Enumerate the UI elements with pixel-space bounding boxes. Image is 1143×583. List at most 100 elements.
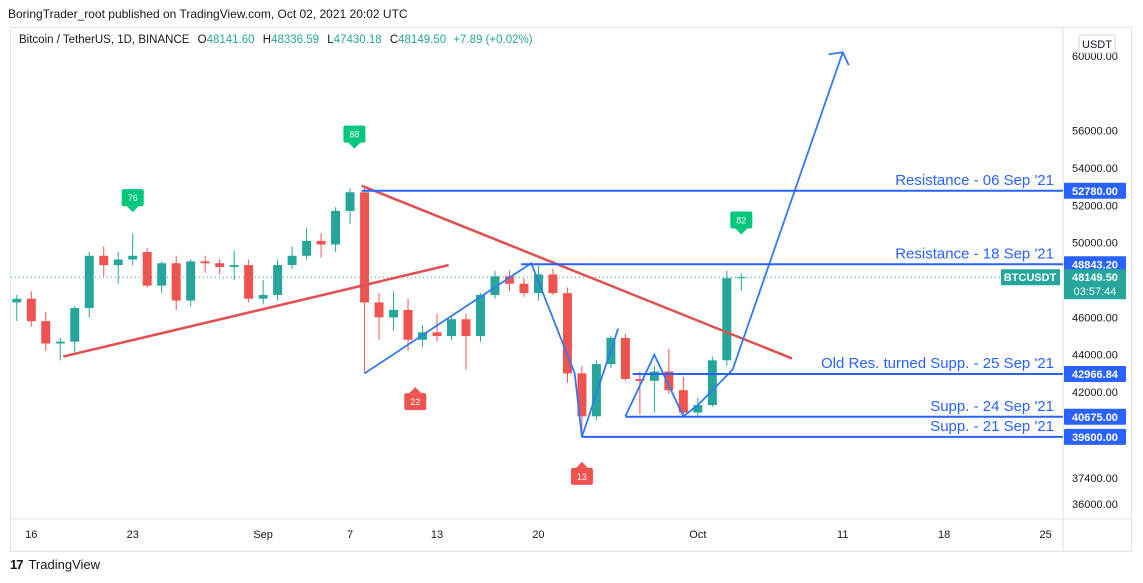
price-tick-label: 50000.00 bbox=[1072, 238, 1118, 250]
candle-body bbox=[736, 277, 746, 279]
rsi-badge: 76 bbox=[121, 189, 144, 213]
level-price-tag bbox=[1064, 428, 1126, 445]
price-tick-label: 60000.00 bbox=[1072, 51, 1118, 63]
level-price-tag-text: 39600.00 bbox=[1072, 432, 1118, 444]
chart-frame[interactable] bbox=[10, 27, 1132, 552]
candle-body bbox=[447, 319, 456, 337]
time-tick-label: 13 bbox=[431, 529, 443, 541]
tradingview-logo-icon: 17 bbox=[10, 557, 24, 572]
candle-body bbox=[287, 255, 297, 266]
price-tick-label: 52000.00 bbox=[1072, 200, 1118, 212]
open-value: 48141.60 bbox=[206, 34, 255, 46]
rsi-badge-text: 22 bbox=[410, 397, 420, 407]
level-price-tag-text: 52780.00 bbox=[1072, 186, 1118, 198]
high-label: H bbox=[262, 34, 272, 46]
candle-body bbox=[664, 371, 674, 391]
candle-body bbox=[678, 390, 688, 413]
rsi-badge-pointer bbox=[409, 387, 422, 394]
level-label: Resistance - 18 Sep '21 bbox=[895, 245, 1054, 262]
level-price-tag-text: 42966.84 bbox=[1072, 369, 1119, 381]
candle-body bbox=[302, 240, 312, 256]
candle-body bbox=[244, 265, 254, 299]
high-value: 48336.59 bbox=[271, 34, 320, 46]
current-price-tag bbox=[1064, 269, 1126, 300]
tradingview-brand: TradingView bbox=[28, 557, 101, 572]
tradingview-footer[interactable]: 17 TradingView bbox=[10, 557, 100, 572]
blue-pattern-line bbox=[624, 51, 844, 418]
rsi-badge-box bbox=[404, 393, 427, 411]
rsi-badge: 82 bbox=[730, 211, 753, 235]
candle-body bbox=[26, 298, 36, 322]
price-tick-label: 44000.00 bbox=[1072, 350, 1118, 362]
price-tick-label: 56000.00 bbox=[1072, 126, 1118, 138]
rsi-badge-pointer bbox=[735, 228, 748, 235]
rsi-badge-pointer bbox=[126, 206, 139, 213]
candle-body bbox=[475, 294, 485, 337]
level-price-tag-text: 40675.00 bbox=[1072, 412, 1118, 424]
rsi-badge: 22 bbox=[404, 387, 427, 411]
candle-body bbox=[84, 255, 94, 309]
candle-body bbox=[70, 308, 80, 342]
candle-body bbox=[142, 252, 152, 286]
time-tick-label: 18 bbox=[938, 529, 950, 541]
candle-body bbox=[258, 294, 268, 299]
candle-body bbox=[99, 255, 109, 266]
candle-body bbox=[374, 302, 384, 318]
time-tick-label: 7 bbox=[347, 529, 353, 541]
candle-body bbox=[157, 263, 167, 286]
close-label: C bbox=[389, 34, 399, 46]
candle-body bbox=[316, 240, 326, 245]
candle-body bbox=[345, 192, 355, 211]
candle-body bbox=[331, 210, 341, 245]
candle-body bbox=[548, 274, 558, 294]
publisher-caption: BoringTrader_root published on TradingVi… bbox=[8, 7, 408, 21]
time-tick-label: 20 bbox=[532, 529, 544, 541]
candle-body bbox=[389, 309, 399, 318]
currency-button-label: USDT bbox=[1082, 39, 1112, 51]
red-trendline bbox=[62, 263, 449, 358]
level-label: Old Res. turned Supp. - 25 Sep '21 bbox=[821, 355, 1054, 372]
candle-body bbox=[360, 192, 370, 303]
price-tick-label: 36000.00 bbox=[1072, 499, 1118, 511]
time-tick-label: 23 bbox=[127, 529, 139, 541]
level-label: Supp. - 21 Sep '21 bbox=[930, 418, 1054, 435]
rsi-badge-text: 76 bbox=[128, 193, 138, 203]
red-trendline bbox=[361, 184, 793, 360]
candle-body bbox=[649, 371, 659, 381]
candle-body bbox=[171, 263, 181, 301]
rsi-badge-text: 82 bbox=[736, 215, 746, 225]
candle-body bbox=[113, 259, 123, 266]
rsi-badge-pointer bbox=[575, 461, 588, 468]
level-label: Resistance - 06 Sep '21 bbox=[895, 172, 1054, 189]
level-label: Supp. - 24 Sep '21 bbox=[930, 398, 1054, 415]
candle-body bbox=[229, 265, 239, 267]
currency-button bbox=[1078, 34, 1116, 54]
candle-body bbox=[490, 276, 500, 295]
candle-body bbox=[635, 378, 645, 381]
rsi-badge-box bbox=[121, 189, 144, 207]
time-tick-label: 16 bbox=[25, 529, 37, 541]
time-tick-label: 25 bbox=[1039, 529, 1051, 541]
open-label: O bbox=[197, 34, 207, 46]
level-price-tag bbox=[1064, 408, 1126, 425]
price-tick-label: 37400.00 bbox=[1072, 473, 1118, 485]
candle-body bbox=[461, 319, 471, 337]
candle-body bbox=[41, 321, 51, 344]
candle-body bbox=[577, 373, 587, 417]
price-tick-label: 46000.00 bbox=[1072, 312, 1118, 324]
level-price-tag bbox=[1064, 256, 1126, 273]
low-value: 47430.18 bbox=[333, 34, 382, 46]
candle-body bbox=[55, 341, 65, 344]
rsi-badge-box bbox=[730, 211, 753, 229]
candle-body bbox=[273, 265, 283, 295]
time-tick-label: Oct bbox=[689, 529, 706, 541]
candle-body bbox=[693, 405, 703, 413]
candle-body bbox=[591, 364, 601, 417]
candle-body bbox=[403, 309, 413, 340]
candle-body bbox=[620, 337, 630, 379]
symbol-title[interactable]: Bitcoin / TetherUS, 1D, BINANCE bbox=[19, 34, 190, 46]
symbol-legend: Bitcoin / TetherUS, 1D, BINANCE O48141.6… bbox=[19, 34, 533, 46]
arrowhead-icon bbox=[828, 51, 850, 66]
candle-body bbox=[186, 261, 196, 301]
